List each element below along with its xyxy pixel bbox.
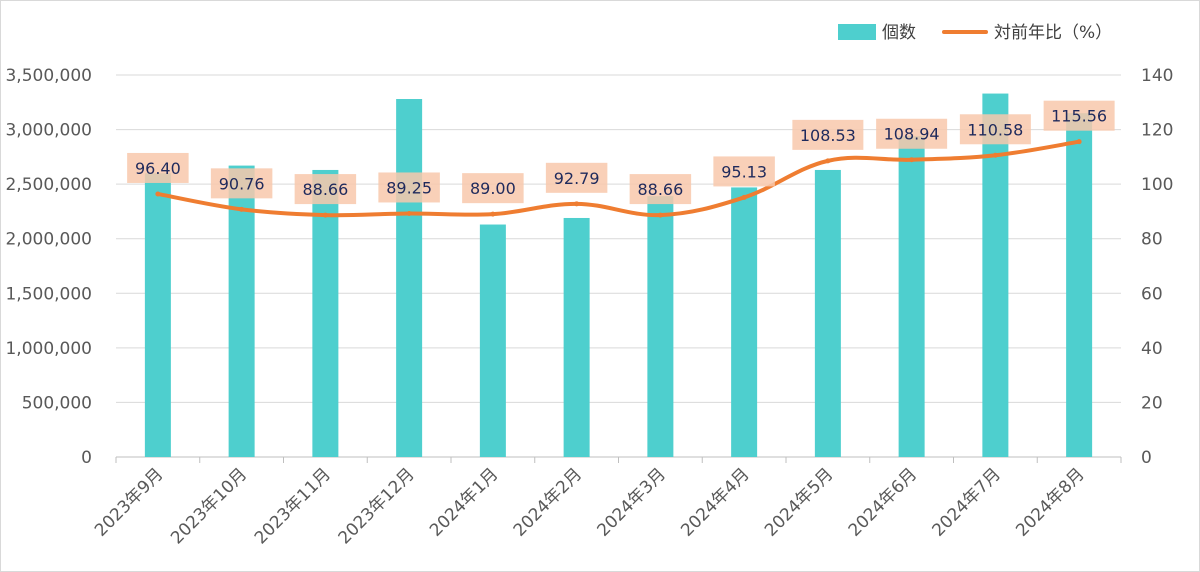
yoy-point [574, 201, 580, 207]
data-label: 92.79 [554, 169, 600, 188]
y-left-tick-label: 3,000,000 [5, 121, 92, 141]
x-tick-label: 2024年4月 [677, 464, 753, 540]
data-label: 89.00 [470, 179, 516, 198]
data-label-box [876, 118, 948, 149]
y-right-tick-label: 80 [1141, 230, 1163, 250]
x-tick-label: 2024年8月 [1012, 464, 1088, 540]
bar [647, 196, 674, 458]
legend-swatch-bars [838, 24, 876, 40]
data-label-box [959, 114, 1031, 145]
x-tick-label: 2024年6月 [845, 464, 921, 540]
data-label: 96.40 [135, 159, 181, 178]
yoy-point [490, 211, 496, 217]
yoy-point [1076, 139, 1082, 145]
yoy-point [239, 206, 245, 212]
data-label: 108.94 [884, 125, 940, 144]
yoy-point [909, 157, 915, 163]
bar [396, 99, 423, 458]
bar [898, 136, 925, 457]
data-label-box [1043, 100, 1115, 131]
bar [731, 187, 758, 457]
bar [982, 93, 1009, 457]
y-right-tick-label: 20 [1141, 393, 1163, 413]
data-label-box [629, 174, 692, 205]
data-label: 88.66 [637, 180, 683, 199]
y-left-tick-label: 3,500,000 [5, 66, 92, 86]
yoy-point [657, 212, 663, 218]
x-tick-label: 2024年7月 [928, 464, 1004, 540]
yoy-line [155, 139, 1082, 218]
x-tick-label: 2024年1月 [426, 464, 502, 540]
yoy-point [992, 152, 998, 158]
data-label: 115.56 [1051, 107, 1107, 126]
x-tick-label: 2023年10月 [167, 464, 251, 548]
data-label: 88.66 [302, 180, 348, 199]
yoy-point [741, 194, 747, 200]
data-label-box [713, 156, 775, 187]
data-label-box [378, 172, 440, 203]
legend-label-line: 対前年比（%） [994, 23, 1112, 43]
data-label-box [792, 119, 864, 150]
y-right-tick-label: 40 [1141, 339, 1163, 359]
data-label: 90.76 [219, 174, 265, 193]
x-tick-label: 2023年12月 [335, 464, 419, 548]
x-tick-label: 2023年9月 [91, 464, 167, 540]
y-right-tick-label: 0 [1141, 448, 1152, 468]
y-left-tick-label: 2,000,000 [5, 230, 92, 250]
yoy-point [406, 210, 412, 216]
data-label-box [462, 173, 524, 204]
data-label-box [545, 162, 608, 193]
data-label-box [210, 168, 273, 199]
y-left-tick-label: 1,500,000 [5, 284, 92, 304]
x-tick-label: 2023年11月 [251, 464, 335, 548]
bar [479, 224, 506, 457]
data-label: 95.13 [721, 162, 767, 181]
y-left-tick-label: 500,000 [22, 393, 92, 413]
bar [563, 217, 590, 457]
bar [144, 173, 171, 457]
data-label: 110.58 [967, 120, 1023, 139]
bar [814, 169, 841, 457]
legend-label-bars: 個数 [882, 23, 916, 43]
x-tick-label: 2024年3月 [593, 464, 669, 540]
x-tick-label: 2024年5月 [761, 464, 837, 540]
yoy-point [322, 212, 328, 218]
y-left-tick-label: 0 [81, 448, 92, 468]
x-tick-label: 2024年2月 [510, 464, 586, 540]
y-right-tick-label: 140 [1141, 66, 1173, 86]
y-right-tick-label: 100 [1141, 175, 1173, 195]
data-label-box [127, 152, 189, 183]
y-left-tick-label: 2,500,000 [5, 175, 92, 195]
yoy-point [825, 158, 831, 164]
bar [228, 165, 255, 458]
yoy-point [155, 191, 161, 197]
y-right-tick-label: 120 [1141, 121, 1173, 141]
y-left-tick-label: 1,000,000 [5, 339, 92, 359]
data-label-box [294, 174, 357, 205]
bar [312, 169, 339, 457]
y-right-tick-label: 60 [1141, 284, 1163, 304]
data-label: 108.53 [800, 126, 856, 145]
bar [1066, 113, 1093, 457]
data-label: 89.25 [386, 178, 432, 197]
